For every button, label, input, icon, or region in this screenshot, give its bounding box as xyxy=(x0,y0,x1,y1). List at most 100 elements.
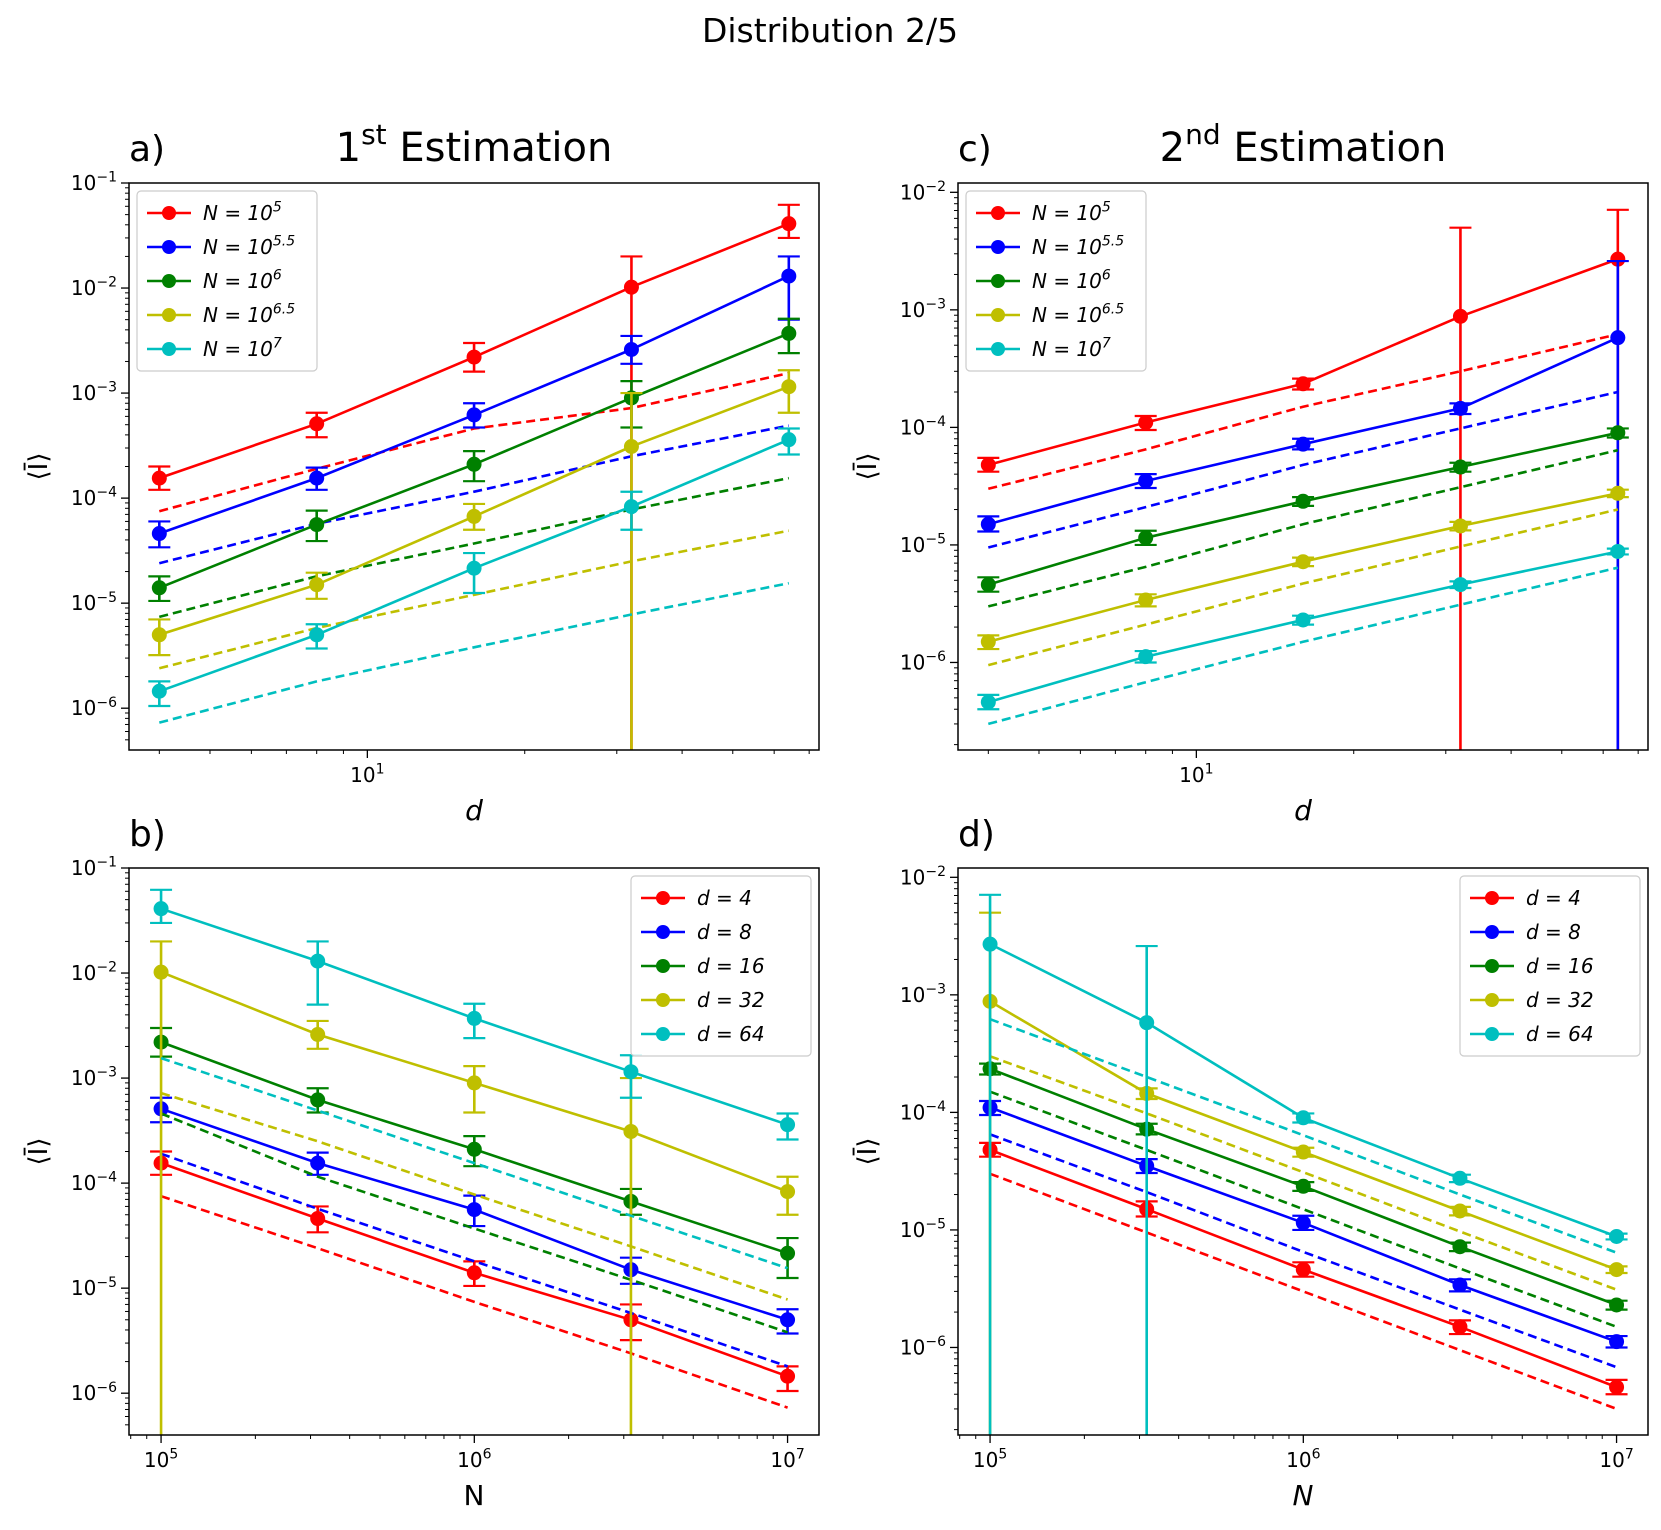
data-point xyxy=(1452,1319,1468,1335)
data-point xyxy=(1452,577,1468,593)
axes-frame xyxy=(957,182,1649,751)
legend-label: N = 106 xyxy=(1032,268,1111,293)
legend-label-base: N = 10 xyxy=(203,269,273,293)
legend-label: N = 105 xyxy=(1032,200,1111,225)
y-tick-label-sup: −5 xyxy=(925,532,946,548)
panel-title: 1st Estimation xyxy=(336,118,613,171)
y-tick-label: 10−6 xyxy=(71,1380,117,1405)
legend-entry: d = 16 xyxy=(1470,954,1594,978)
y-tick-label-base: 10 xyxy=(900,298,925,322)
legend-label: d = 64 xyxy=(1526,1022,1594,1046)
y-tick-label-sup: −6 xyxy=(925,1334,946,1350)
legend-marker xyxy=(1485,1027,1499,1041)
x-tick-label-base: 10 xyxy=(1179,763,1204,787)
reference-line xyxy=(160,1091,789,1301)
legend-label-sup: 5 xyxy=(273,200,282,216)
legend-entry: N = 106.5 xyxy=(976,302,1124,327)
x-tick-label-base: 10 xyxy=(770,1448,795,1472)
plot-area xyxy=(150,888,799,1435)
legend-label-sup: 7 xyxy=(1102,336,1111,352)
data-point xyxy=(781,268,797,284)
legend-label-base: d = 8 xyxy=(697,920,752,944)
data-point xyxy=(1609,1297,1625,1313)
reference-line xyxy=(987,566,1619,726)
y-tick-label-base: 10 xyxy=(900,865,925,889)
y-axis-label: ⟨Ī⟩ xyxy=(852,453,883,481)
data-point xyxy=(980,457,996,473)
y-tick-label-base: 10 xyxy=(900,1335,925,1359)
y-tick-label: 10−3 xyxy=(71,1065,117,1090)
y-tick-label: 10−2 xyxy=(900,179,946,204)
data-point xyxy=(1610,251,1626,267)
panel-title-base: 1 xyxy=(336,125,361,171)
data-point xyxy=(1452,1239,1468,1255)
legend-label: N = 105.5 xyxy=(1032,234,1124,259)
legend: d = 4 d = 8 d = 16 d = 32 d = 64 xyxy=(630,875,812,1057)
x-tick-label-sup: 6 xyxy=(1312,1447,1321,1463)
plot-area xyxy=(148,203,800,750)
panel-label: a) xyxy=(129,129,165,170)
figure-title: Distribution 2/5 xyxy=(702,11,958,50)
reference-line xyxy=(987,390,1619,549)
legend-label-base: N = 10 xyxy=(1032,337,1102,361)
panel-title-sup: st xyxy=(361,118,387,151)
legend-marker xyxy=(1485,993,1499,1007)
data-point xyxy=(466,1075,482,1091)
legend-label-base: d = 64 xyxy=(697,1022,765,1046)
data-point xyxy=(309,627,325,643)
data-point xyxy=(623,279,639,295)
legend-entry: N = 105.5 xyxy=(976,234,1124,259)
legend-label: N = 105.5 xyxy=(203,234,295,259)
legend-marker xyxy=(991,342,1005,356)
data-point xyxy=(1295,493,1311,509)
axes-frame xyxy=(957,867,1649,1436)
data-point xyxy=(310,1026,326,1042)
reference-line xyxy=(160,1194,789,1409)
data-point xyxy=(1138,473,1154,489)
reference-line xyxy=(158,476,790,619)
data-point xyxy=(1139,1015,1155,1031)
legend-label-sup: 6 xyxy=(1102,268,1111,284)
data-point xyxy=(466,560,482,576)
x-tick-label-base: 10 xyxy=(350,763,375,787)
legend-marker xyxy=(162,308,176,322)
legend-label: d = 8 xyxy=(697,920,752,944)
legend-label-sup: 6.5 xyxy=(1102,302,1124,318)
y-tick-label-sup: −3 xyxy=(96,1065,117,1081)
y-tick-label: 10−1 xyxy=(71,170,117,195)
data-point xyxy=(780,1312,796,1328)
panel-label: d) xyxy=(958,814,995,855)
y-tick-label-sup: −3 xyxy=(925,981,946,997)
data-point xyxy=(466,1141,482,1157)
legend-label-sup: 6.5 xyxy=(273,302,295,318)
x-tick-label-base: 10 xyxy=(1599,1448,1624,1472)
data-point xyxy=(1295,376,1311,392)
y-tick-label-sup: −4 xyxy=(96,485,117,501)
legend-entry: d = 8 xyxy=(641,920,752,944)
data-point xyxy=(1295,436,1311,452)
data-point xyxy=(310,1211,326,1227)
legend-label-base: N = 10 xyxy=(1032,235,1102,259)
y-tick-label: 10−5 xyxy=(71,590,117,615)
data-point xyxy=(151,627,167,643)
legend-marker xyxy=(656,993,670,1007)
data-point xyxy=(980,577,996,593)
legend-marker xyxy=(162,342,176,356)
legend-entry: d = 32 xyxy=(1470,988,1594,1012)
y-tick-label-base: 10 xyxy=(900,1100,925,1124)
data-point xyxy=(1610,485,1626,501)
data-point xyxy=(1295,1215,1311,1231)
y-tick-label-sup: −4 xyxy=(925,414,946,430)
y-tick-label-base: 10 xyxy=(900,650,925,674)
x-axis-label: N xyxy=(464,1479,485,1512)
legend-marker xyxy=(162,274,176,288)
reference-line xyxy=(160,1152,789,1368)
legend-label-sup: 5 xyxy=(1102,200,1111,216)
legend-marker xyxy=(656,891,670,905)
legend-entry: d = 4 xyxy=(641,886,752,910)
legend-label-base: d = 16 xyxy=(697,954,765,978)
